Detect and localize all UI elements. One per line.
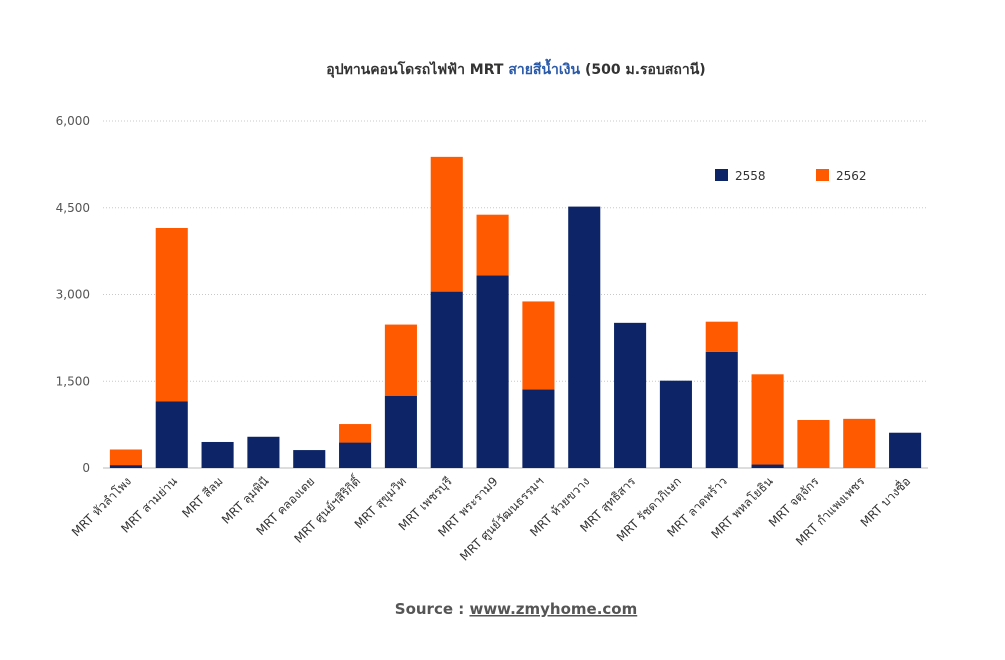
legend: 2558 2562: [715, 169, 867, 183]
bar-2558-13[interactable]: [705, 351, 738, 468]
chart-title-suffix: (500 ม.รอบสถานี): [580, 62, 706, 78]
bar-2558-11[interactable]: [614, 322, 647, 468]
bar-2562-1[interactable]: [155, 227, 188, 402]
y-tick-label: 1,500: [56, 374, 90, 388]
bars: [109, 156, 922, 469]
bar-2562-14[interactable]: [751, 374, 784, 465]
y-tick-label: 0: [82, 461, 90, 475]
bar-2562-15[interactable]: [797, 419, 830, 468]
bar-2558-4[interactable]: [293, 450, 326, 468]
chart-title-prefix: อุปทานคอนโดรถไฟฟ้า MRT: [326, 60, 508, 78]
bar-2558-0[interactable]: [109, 465, 142, 468]
chart-title: อุปทานคอนโดรถไฟฟ้า MRT สายสีน้ำเงิน (500…: [326, 58, 705, 78]
bar-2558-1[interactable]: [155, 401, 188, 468]
source-link[interactable]: www.zmyhome.com: [469, 600, 637, 618]
bar-2558-8[interactable]: [476, 275, 509, 468]
bar-2562-0[interactable]: [109, 449, 142, 466]
bar-2562-13[interactable]: [705, 321, 738, 352]
bar-2558-17[interactable]: [889, 432, 922, 468]
bar-2558-9[interactable]: [522, 389, 555, 468]
legend-swatch-2562: [816, 169, 829, 181]
grid-lines: [103, 120, 928, 469]
x-tick-label: MRT ศูนย์วัฒนธรรมฯ: [457, 474, 547, 564]
x-tick-label: MRT บางซื่อ: [856, 473, 913, 530]
bar-2558-3[interactable]: [247, 436, 280, 468]
bar-2562-6[interactable]: [384, 324, 417, 396]
y-tick-label: 4,500: [56, 201, 90, 215]
source-caption: Source : www.zmyhome.com: [395, 600, 637, 618]
bar-2558-6[interactable]: [384, 395, 417, 468]
bar-2562-16[interactable]: [843, 418, 876, 468]
x-tick-label: MRT สีลม: [179, 474, 225, 520]
legend-swatch-2558: [715, 169, 728, 181]
bar-2562-8[interactable]: [476, 214, 509, 276]
bar-2558-2[interactable]: [201, 441, 234, 468]
legend-label-2562: 2562: [836, 169, 867, 183]
y-axis-ticks: 0 1,500 3,000 4,500 6,000: [56, 114, 90, 475]
bar-2558-12[interactable]: [659, 380, 692, 468]
bar-2562-5[interactable]: [339, 424, 372, 443]
bar-2562-7[interactable]: [430, 156, 463, 292]
legend-label-2558: 2558: [735, 169, 766, 183]
bar-2558-7[interactable]: [430, 291, 463, 468]
bar-2562-9[interactable]: [522, 301, 555, 390]
y-tick-label: 6,000: [56, 114, 90, 128]
chart-title-accent: สายสีน้ำเงิน: [508, 58, 580, 78]
source-label: Source :: [395, 600, 470, 618]
bar-2558-5[interactable]: [339, 442, 372, 468]
bar-2558-14[interactable]: [751, 464, 784, 468]
bar-2558-10[interactable]: [568, 206, 601, 469]
y-tick-label: 3,000: [56, 288, 90, 302]
